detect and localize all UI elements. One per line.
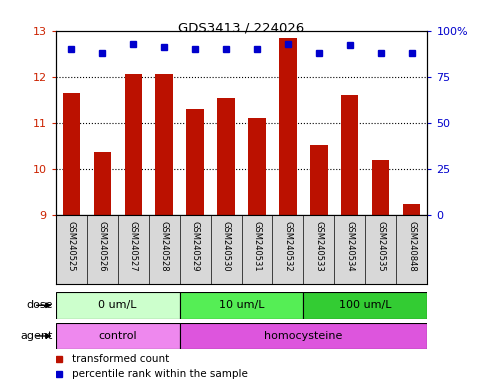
Bar <box>303 292 427 319</box>
Text: GSM240530: GSM240530 <box>222 220 230 271</box>
Bar <box>94 152 111 215</box>
Text: GDS3413 / 224026: GDS3413 / 224026 <box>178 21 305 34</box>
Text: GSM240532: GSM240532 <box>284 220 293 271</box>
Bar <box>56 323 180 349</box>
Text: control: control <box>98 331 137 341</box>
Bar <box>280 38 297 215</box>
Bar <box>372 160 389 215</box>
Bar <box>180 292 303 319</box>
Bar <box>341 95 358 215</box>
Text: dose: dose <box>27 300 53 310</box>
Bar <box>186 109 203 215</box>
Bar <box>180 323 427 349</box>
Text: GSM240529: GSM240529 <box>190 220 199 271</box>
Text: GSM240526: GSM240526 <box>98 220 107 271</box>
Text: agent: agent <box>21 331 53 341</box>
Text: GSM240534: GSM240534 <box>345 220 355 271</box>
Text: 0 um/L: 0 um/L <box>98 300 137 310</box>
Text: GSM240535: GSM240535 <box>376 220 385 271</box>
Text: 10 um/L: 10 um/L <box>219 300 264 310</box>
Text: GSM240528: GSM240528 <box>159 220 169 271</box>
Text: GSM240533: GSM240533 <box>314 220 324 271</box>
Text: GSM240527: GSM240527 <box>128 220 138 271</box>
Bar <box>62 93 80 215</box>
Bar <box>56 292 180 319</box>
Bar <box>156 74 172 215</box>
Text: homocysteine: homocysteine <box>264 331 342 341</box>
Bar <box>311 145 327 215</box>
Text: GSM240531: GSM240531 <box>253 220 261 271</box>
Text: GSM240848: GSM240848 <box>408 220 416 271</box>
Text: 100 um/L: 100 um/L <box>339 300 392 310</box>
Bar <box>217 98 235 215</box>
Bar <box>403 204 421 215</box>
Bar <box>125 74 142 215</box>
Bar <box>248 118 266 215</box>
Text: GSM240525: GSM240525 <box>67 220 75 271</box>
Text: percentile rank within the sample: percentile rank within the sample <box>72 369 248 379</box>
Text: transformed count: transformed count <box>72 354 170 364</box>
